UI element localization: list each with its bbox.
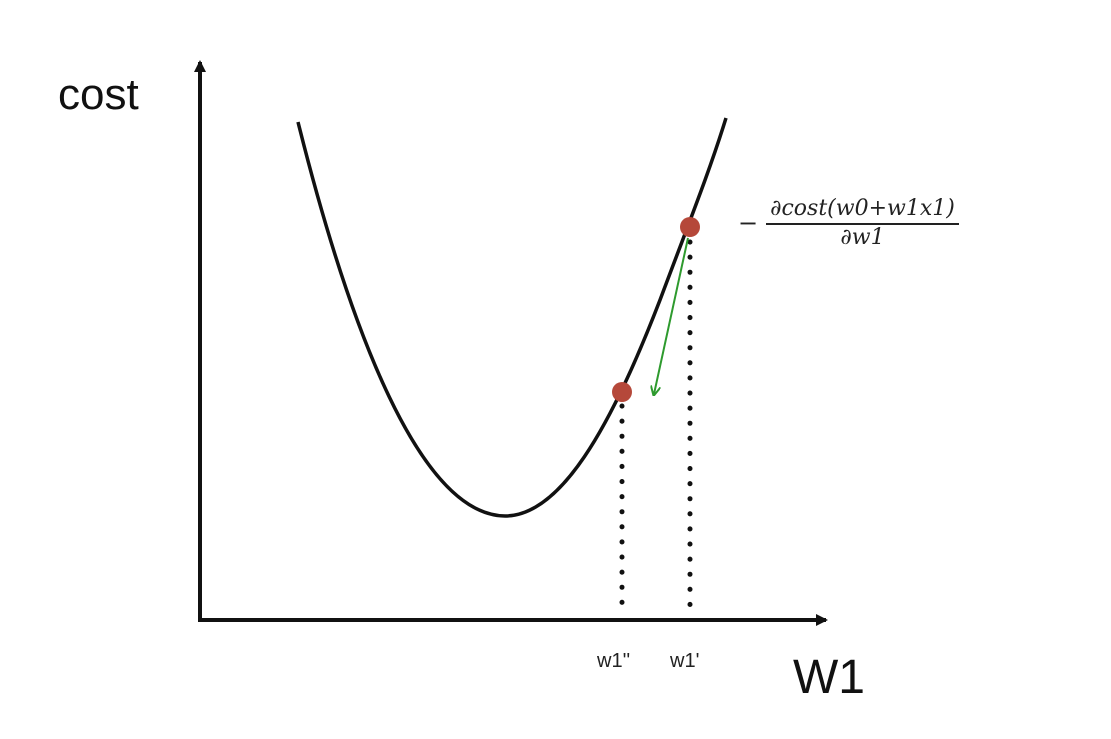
y-axis-title: cost — [58, 70, 139, 119]
formula-sign: − — [738, 209, 759, 237]
cost-curve — [296, 117, 728, 518]
point-w1-prime — [680, 217, 700, 237]
gradient-formula: − ∂cost(w0+w1x1) ∂w1 — [738, 196, 959, 250]
formula-numerator: ∂cost(w0+w1x1) — [766, 196, 959, 225]
formula-fraction: ∂cost(w0+w1x1) ∂w1 — [766, 196, 959, 250]
point-w1-double-prime — [612, 382, 632, 402]
tick-label-w1-prime: w1' — [670, 650, 700, 672]
formula-denominator: ∂w1 — [840, 225, 885, 250]
x-axis-title: W1 — [793, 651, 865, 704]
tick-label-w1-double-prime: w1'' — [597, 650, 631, 672]
gradient-step-arrow — [654, 237, 689, 394]
